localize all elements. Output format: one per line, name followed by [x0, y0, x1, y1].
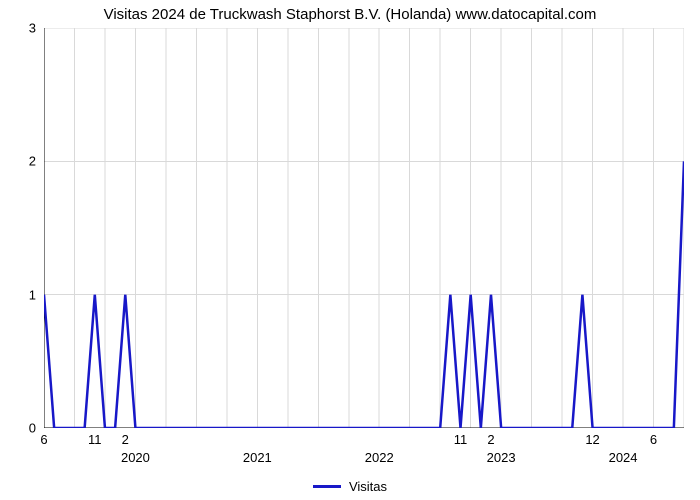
xtick-label: 6 — [650, 428, 657, 447]
legend: Visitas — [0, 475, 700, 494]
year-label: 2021 — [243, 428, 272, 465]
year-label: 2023 — [487, 428, 516, 465]
year-label: 2020 — [121, 428, 150, 465]
xtick-label: 11 — [88, 428, 102, 447]
ytick-label: 2 — [29, 154, 44, 169]
xtick-label: 11 — [454, 428, 468, 447]
legend-label: Visitas — [349, 479, 387, 494]
ytick-label: 3 — [29, 21, 44, 36]
plot-area: 0123611211212620202021202220232024 — [44, 28, 684, 428]
year-label: 2024 — [609, 428, 638, 465]
xtick-label: 6 — [40, 428, 47, 447]
xtick-label: 12 — [585, 428, 599, 447]
legend-swatch — [313, 485, 341, 488]
chart-title: Visitas 2024 de Truckwash Staphorst B.V.… — [0, 6, 700, 23]
ytick-label: 1 — [29, 287, 44, 302]
visits-chart: Visitas 2024 de Truckwash Staphorst B.V.… — [0, 0, 700, 500]
year-label: 2022 — [365, 428, 394, 465]
legend-item-visitas: Visitas — [313, 479, 387, 494]
chart-svg — [44, 28, 684, 428]
